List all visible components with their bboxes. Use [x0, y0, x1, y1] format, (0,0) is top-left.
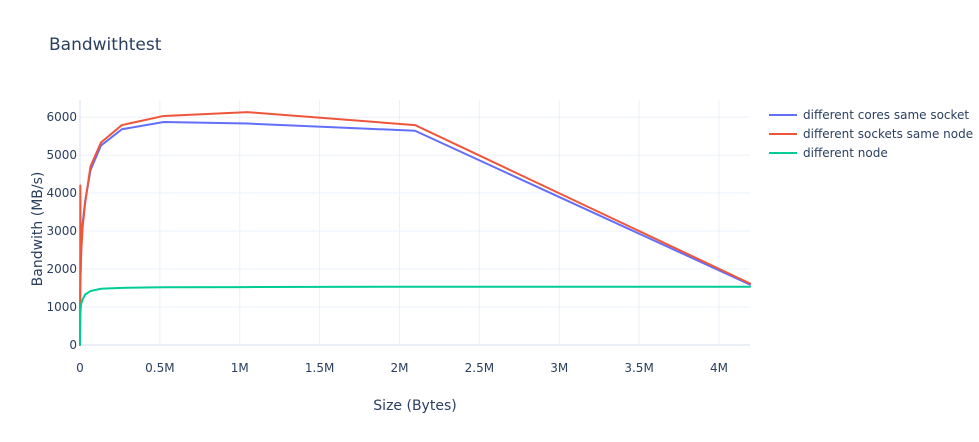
y-axis-title: Bandwith (MB/s) [30, 172, 46, 287]
x-tick-label: 4M [710, 361, 728, 375]
y-tick-label: 1000 [46, 300, 77, 314]
legend-item[interactable]: different sockets same node [769, 127, 973, 141]
grid [79, 100, 750, 346]
y-tick-label: 5000 [46, 148, 77, 162]
legend: different cores same socket different soc… [769, 108, 973, 160]
x-axis-title: Size (Bytes) [373, 398, 456, 414]
x-tick-label: 2M [390, 361, 408, 375]
x-tick-label: 2.5M [465, 361, 494, 375]
x-tick-label: 0 [76, 361, 84, 375]
legend-label: different node [803, 146, 888, 160]
x-tick-label: 3.5M [624, 361, 653, 375]
y-tick-label: 0 [69, 338, 77, 352]
x-tick-label: 3M [550, 361, 568, 375]
series-layer [79, 111, 751, 346]
y-tick-label: 2000 [46, 262, 77, 276]
legend-item[interactable]: different node [769, 146, 888, 160]
y-tick-label: 3000 [46, 224, 77, 238]
legend-label: different cores same socket [803, 108, 969, 122]
axes: 0 0.5M 1M 1.5M 2M 2.5M 3M 3.5M 4M 0 1000 2000 3000 40… [46, 110, 728, 375]
chart-title: Bandwithtest [49, 35, 162, 55]
x-tick-label: 0.5M [145, 361, 174, 375]
legend-item[interactable]: different cores same socket [769, 108, 969, 122]
legend-label: different sockets same node [803, 127, 973, 141]
y-tick-label: 6000 [46, 110, 77, 124]
x-tick-label: 1M [231, 361, 249, 375]
y-tick-label: 4000 [46, 186, 77, 200]
x-tick-label: 1.5M [305, 361, 334, 375]
series-line-3[interactable] [79, 285, 751, 346]
